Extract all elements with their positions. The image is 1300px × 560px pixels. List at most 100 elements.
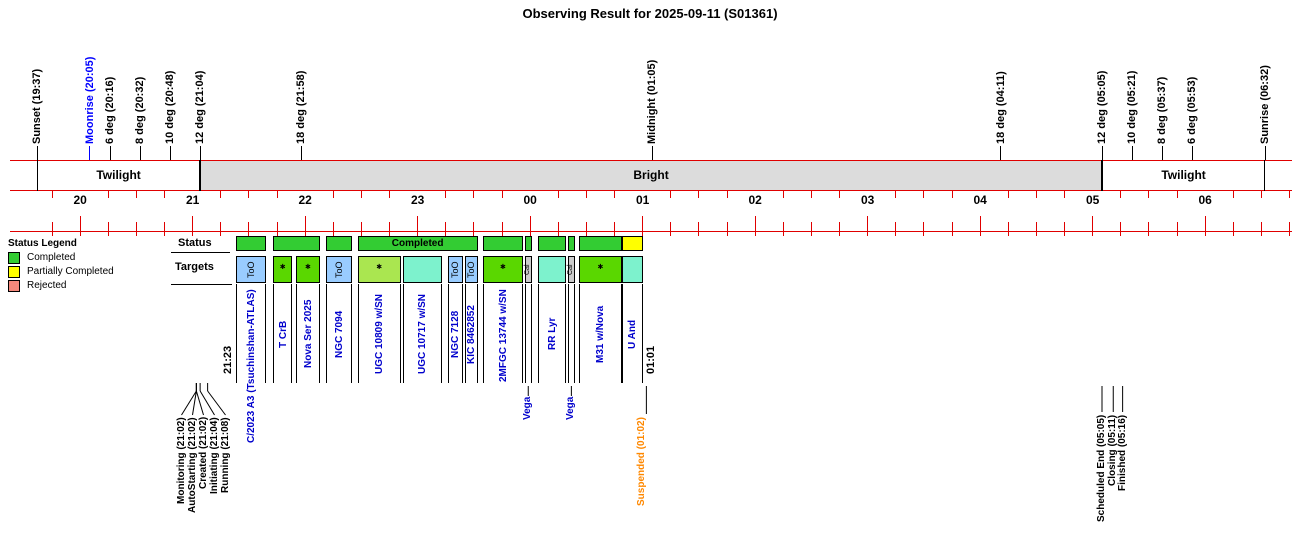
legend-item-label: Rejected [27, 280, 67, 291]
hour-label: 00 [523, 193, 537, 207]
ruler-tick [1260, 222, 1262, 236]
sky-event-label: Sunrise (06:32) [1259, 65, 1272, 144]
ruler-tick [1035, 222, 1037, 236]
status-segment [537, 236, 566, 251]
target-block [622, 256, 643, 283]
sky-event-tick [1000, 146, 1002, 160]
ruler-line [10, 231, 1292, 232]
sky-event-label: 18 deg (04:11) [994, 71, 1007, 144]
minor-tick [1064, 191, 1065, 198]
target-drop-line [351, 284, 352, 383]
ruler-tick [810, 222, 812, 236]
ruler-tick [276, 222, 278, 236]
minor-tick [445, 191, 447, 198]
sky-event-label: 6 deg (20:16) [104, 76, 117, 144]
target-name-label: U And [627, 319, 639, 349]
connector-line [192, 390, 197, 416]
minor-tick [135, 191, 137, 198]
minor-tick [501, 191, 503, 198]
ruler-tick [642, 216, 644, 236]
status-segment [273, 236, 321, 251]
minor-tick [670, 191, 672, 198]
minor-tick [1148, 191, 1150, 198]
ruler-tick [670, 222, 672, 236]
connector-line [207, 390, 226, 416]
target-exposure-mark: ✱ [376, 263, 383, 271]
suspended-label: Suspended (01:02) [636, 417, 648, 506]
hour-label: 23 [410, 193, 425, 207]
minor-tick [1176, 191, 1178, 198]
target-drop-line [476, 284, 478, 383]
ruler-tick [332, 222, 334, 236]
sky-event-tick [89, 146, 90, 160]
sky-event-tick [300, 146, 302, 160]
ruler-tick [585, 222, 587, 236]
band-boundary-line [1101, 160, 1102, 191]
minor-tick [332, 191, 334, 198]
sky-event-tick [36, 146, 38, 160]
target-block [483, 256, 523, 283]
ruler-tick [839, 222, 840, 236]
calibration-name-label: Vega [565, 396, 577, 420]
ruler-tick [1204, 216, 1206, 236]
sky-event-tick [651, 146, 653, 160]
status-segment [567, 236, 576, 251]
target-exposure-mark: ✱ [500, 263, 506, 271]
status-row-underline [171, 252, 230, 253]
target-name-label: NGC 7094 [333, 310, 345, 358]
target-block [357, 256, 401, 283]
hour-label: 05 [1085, 193, 1100, 207]
legend-item-label: Completed [27, 252, 76, 263]
session-event-label: Finished (05:16) [1116, 414, 1128, 491]
target-drop-line [564, 284, 566, 383]
connector-line [199, 390, 215, 416]
minor-tick [107, 191, 109, 198]
target-drop-line [461, 284, 463, 383]
legend-item-completed: Completed [8, 251, 114, 264]
ruler-tick [1007, 222, 1009, 236]
ruler-tick [529, 216, 531, 236]
target-drop-line [524, 284, 526, 383]
sky-event-label: 8 deg (05:37) [1156, 76, 1168, 144]
hour-label: 02 [748, 193, 762, 207]
target-block [464, 256, 478, 283]
too-mark: ToO [245, 261, 256, 278]
hour-label: 03 [860, 193, 875, 207]
target-drop-line [622, 284, 623, 383]
minor-tick [557, 191, 559, 198]
target-block [235, 256, 266, 283]
target-name-label: T CrB [277, 320, 289, 348]
target-name-label: KIC 8462852 [466, 304, 478, 364]
target-name-label: UGC 10717 w/SN [417, 293, 429, 374]
ruler-tick [614, 222, 615, 236]
targets-row-underline [171, 284, 232, 285]
connector-line [195, 390, 204, 416]
target-drop-line [295, 284, 297, 383]
target-drop-line [578, 284, 580, 383]
target-block [325, 256, 352, 283]
target-block [524, 256, 532, 283]
ruler-tick [923, 222, 925, 236]
legend-item-partially-completed: Partially Completed [8, 265, 114, 278]
night-phase-label: Twilight [1161, 168, 1206, 182]
minor-tick [698, 191, 700, 198]
sky-event-tick [1191, 146, 1193, 160]
sky-event-label: Sunset (19:37) [31, 68, 43, 144]
minor-tick [895, 191, 897, 198]
ruler-tick [1289, 222, 1290, 236]
target-exposure-mark: ✱ [279, 263, 286, 271]
too-mark: ToO [333, 261, 344, 278]
target-name-label: 2MFGC 13744 w/SN [497, 289, 509, 382]
target-drop-line [574, 284, 576, 383]
status-segment [483, 236, 523, 251]
ruler-tick [417, 216, 419, 236]
ruler-tick [360, 222, 362, 236]
ruler-tick [473, 222, 475, 236]
night-phase-label: Bright [633, 168, 669, 182]
ruler-tick [698, 222, 700, 236]
minor-tick [585, 191, 587, 198]
sky-event-tick [199, 146, 201, 160]
night-phase-band [1102, 161, 1266, 190]
session-event-label: AutoStarting (21:02) [186, 417, 198, 513]
